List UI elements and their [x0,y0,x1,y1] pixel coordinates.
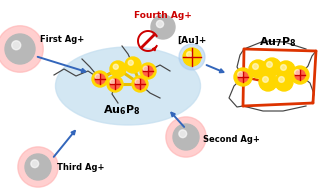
Circle shape [234,68,252,86]
Circle shape [156,20,164,28]
Circle shape [295,70,300,75]
Circle shape [259,73,277,91]
Circle shape [140,63,156,79]
Circle shape [249,60,267,78]
Circle shape [128,60,133,65]
Circle shape [173,124,199,150]
Circle shape [179,44,205,70]
Text: [Au]+: [Au]+ [177,36,207,45]
Circle shape [135,79,140,84]
Circle shape [275,73,293,91]
Circle shape [135,79,145,89]
Circle shape [113,64,118,69]
Circle shape [238,72,248,82]
Text: Second Ag+: Second Ag+ [203,135,260,143]
Circle shape [125,57,141,73]
Text: First Ag+: First Ag+ [40,35,84,43]
Circle shape [107,76,123,92]
Circle shape [25,154,51,180]
Circle shape [110,79,115,84]
Circle shape [18,147,58,187]
Circle shape [263,77,268,82]
Text: Third Ag+: Third Ag+ [57,163,105,171]
Circle shape [143,66,153,76]
Circle shape [187,52,192,57]
Circle shape [132,76,148,92]
Text: $\mathregular{Au_7P_8}$: $\mathregular{Au_7P_8}$ [259,35,297,49]
Circle shape [278,77,284,82]
Circle shape [183,48,201,66]
Circle shape [143,66,148,71]
Circle shape [92,71,108,87]
Circle shape [5,34,35,64]
Text: $\mathregular{Au_6P_8}$: $\mathregular{Au_6P_8}$ [103,103,141,117]
Circle shape [179,130,187,138]
Circle shape [295,70,305,80]
Ellipse shape [55,47,200,125]
Circle shape [110,79,120,89]
Circle shape [253,64,258,69]
Circle shape [151,15,175,39]
Circle shape [277,61,295,79]
Circle shape [31,160,39,168]
Circle shape [0,26,43,72]
Text: Fourth Ag+: Fourth Ag+ [134,11,192,20]
Circle shape [166,117,206,157]
Circle shape [267,62,272,67]
Circle shape [12,41,21,50]
Circle shape [110,61,126,77]
Circle shape [237,72,243,77]
Circle shape [95,74,100,79]
Circle shape [280,65,286,70]
Circle shape [263,58,281,76]
Circle shape [95,74,105,84]
Circle shape [291,66,309,84]
